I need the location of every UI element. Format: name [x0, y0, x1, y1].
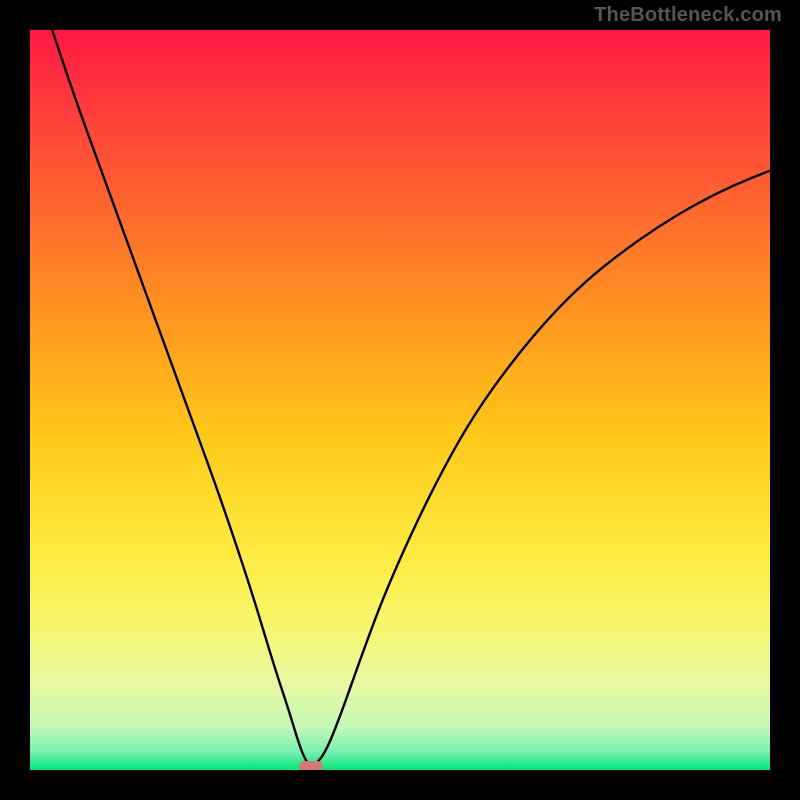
watermark-text: TheBottleneck.com	[594, 4, 782, 27]
plot-area	[30, 30, 770, 770]
bottleneck-curve	[30, 30, 770, 770]
minimum-marker	[299, 761, 323, 770]
